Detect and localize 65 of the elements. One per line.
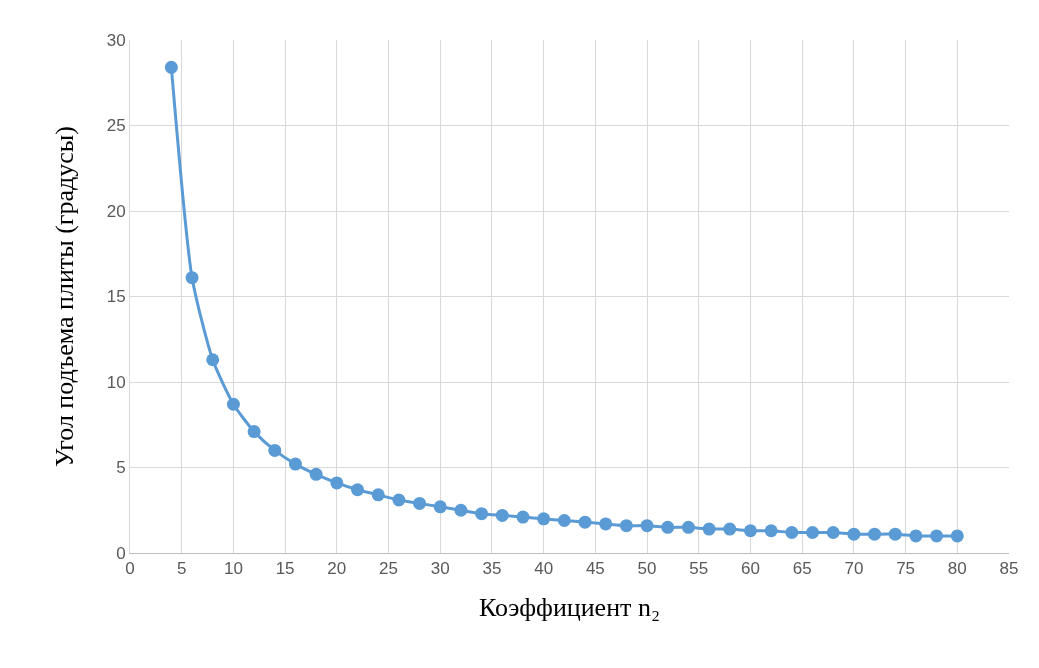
x-tick-label: 80	[947, 559, 967, 579]
x-axis-title: Коэффициент n₂	[478, 593, 661, 623]
point	[371, 488, 385, 502]
y-axis-title: Угол подъема плиты (градусы)	[50, 126, 80, 467]
point	[288, 457, 302, 471]
point	[351, 483, 365, 497]
x-tick-label: 75	[896, 559, 916, 579]
point	[516, 510, 530, 524]
point	[185, 271, 199, 285]
point	[206, 353, 220, 367]
point	[681, 520, 695, 534]
point	[247, 425, 261, 439]
point	[537, 512, 551, 526]
point	[599, 517, 613, 531]
x-tick-label: 65	[792, 559, 812, 579]
x-tick-label: 5	[176, 559, 187, 579]
point	[785, 525, 799, 539]
y-tick-label: 20	[106, 201, 126, 221]
y-tick-label: 0	[116, 543, 126, 563]
point	[950, 529, 964, 543]
point	[847, 527, 861, 541]
point	[433, 500, 447, 514]
point	[826, 525, 840, 539]
x-tick-label: 50	[637, 559, 657, 579]
x-tick-label: 25	[379, 559, 398, 579]
point	[392, 493, 406, 507]
point	[475, 507, 489, 521]
point	[578, 515, 592, 529]
x-tick-label: 55	[689, 559, 709, 579]
point	[930, 529, 944, 543]
point	[723, 522, 737, 536]
point	[268, 443, 282, 457]
point	[226, 397, 240, 411]
x-tick-label: 30	[430, 559, 450, 579]
y-tick-label: 15	[106, 287, 126, 307]
point	[413, 496, 427, 510]
point	[661, 520, 675, 534]
x-tick-label: 10	[223, 559, 243, 579]
x-tick-label: 60	[741, 559, 760, 579]
y-tick-label: 25	[106, 116, 126, 136]
point	[806, 525, 820, 539]
point	[743, 524, 757, 538]
point	[454, 503, 468, 517]
point	[495, 508, 509, 522]
y-tick-label: 10	[106, 372, 126, 392]
point	[330, 476, 344, 490]
x-tick-label: 35	[482, 559, 502, 579]
x-tick-label: 85	[999, 559, 1019, 579]
x-tick-label: 45	[585, 559, 605, 579]
x-tick-label: 20	[327, 559, 347, 579]
point	[764, 524, 778, 538]
point	[909, 529, 923, 543]
x-tick-label: 70	[844, 559, 864, 579]
point	[640, 519, 654, 533]
x-tick-label: 40	[534, 559, 554, 579]
point	[309, 467, 323, 481]
y-tick-label: 5	[116, 458, 126, 478]
point	[619, 519, 633, 533]
point	[164, 60, 178, 74]
point	[557, 514, 571, 527]
point	[888, 527, 902, 541]
x-tick-label: 15	[275, 559, 295, 579]
y-tick-label: 30	[106, 30, 126, 50]
point	[702, 522, 716, 536]
point	[868, 527, 882, 541]
